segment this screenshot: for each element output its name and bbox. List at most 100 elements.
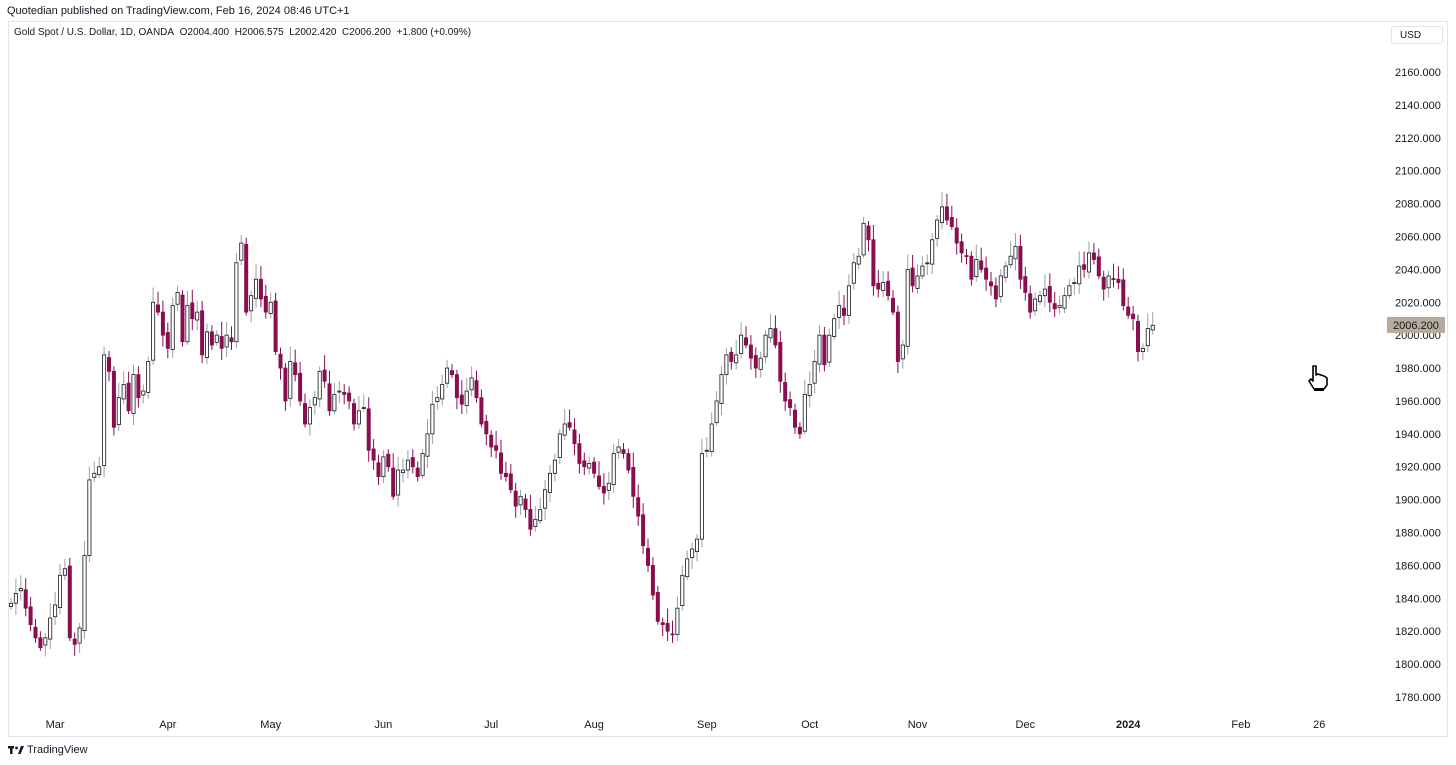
candle: [925, 254, 930, 275]
candle: [1042, 274, 1047, 308]
candle: [611, 443, 616, 493]
candle-body-up: [1038, 295, 1043, 303]
candle-body-up: [62, 568, 67, 576]
candle-body-down: [626, 453, 631, 471]
candle-body-up: [151, 301, 156, 361]
candle: [557, 428, 562, 465]
candle-body-up: [837, 305, 842, 318]
y-tick-label: 1800.000: [1395, 659, 1441, 671]
candle: [1018, 234, 1023, 290]
candle-body-down: [366, 408, 371, 451]
candle: [1101, 270, 1106, 301]
candle-body-up: [121, 384, 126, 400]
candle-body-down: [111, 370, 116, 428]
candle: [1121, 268, 1126, 311]
candle: [954, 218, 959, 255]
candle: [1126, 297, 1131, 319]
candle: [87, 466, 92, 563]
candle: [523, 494, 528, 518]
candle-body-up: [1057, 305, 1062, 308]
candle: [587, 456, 592, 475]
candle: [386, 449, 391, 472]
candle: [67, 557, 72, 642]
last-price-tag: 2006.200: [1387, 316, 1445, 333]
currency-button[interactable]: USD: [1391, 26, 1443, 44]
candle-body-down: [582, 460, 587, 468]
candle: [807, 371, 812, 408]
candle: [249, 290, 254, 323]
candle-body-down: [1091, 252, 1096, 260]
open-label: O: [179, 27, 188, 38]
candle: [709, 412, 714, 457]
candle-body-up: [13, 592, 18, 604]
candle-body-up: [930, 239, 935, 265]
candle-body-up: [146, 361, 151, 393]
candle-body-down: [866, 225, 871, 241]
candle-body-down: [842, 307, 847, 316]
candle-body-up: [734, 354, 739, 364]
candle-body-up: [533, 518, 538, 528]
candle-body-down: [886, 280, 891, 297]
candle: [1145, 313, 1150, 353]
candle: [959, 233, 964, 263]
candle-body-up: [356, 410, 361, 425]
candle-body-up: [97, 466, 102, 476]
price-tag-bg: [1387, 316, 1445, 333]
candle: [626, 448, 631, 474]
candle: [940, 192, 945, 230]
candle: [347, 386, 352, 410]
candle-body-up: [445, 367, 450, 384]
candle: [229, 326, 234, 350]
y-tick-label: 2020.000: [1395, 297, 1441, 309]
candle: [278, 347, 283, 380]
candle-body-down: [293, 362, 298, 376]
candle-body-down: [744, 337, 749, 346]
candle-body-up: [1003, 265, 1008, 278]
x-tick-label: Apr: [159, 719, 176, 731]
candle-body-down: [964, 255, 969, 257]
candle-body-up: [307, 407, 312, 425]
candle-body-up: [405, 459, 410, 471]
candle: [53, 591, 58, 625]
candle: [949, 205, 954, 230]
candle-body-down: [28, 606, 33, 626]
candle: [797, 422, 802, 439]
candle-body-up: [1008, 255, 1013, 266]
y-tick-label: 2080.000: [1395, 199, 1441, 211]
candle: [650, 557, 655, 600]
candle: [258, 266, 263, 308]
candle-body-down: [474, 380, 479, 399]
candle-body-up: [562, 423, 567, 436]
candle: [817, 325, 822, 373]
candle-body-down: [793, 409, 798, 428]
candle: [396, 456, 401, 507]
candle: [425, 419, 430, 468]
candle: [1057, 295, 1062, 315]
candle: [1106, 271, 1111, 298]
candle: [503, 461, 508, 482]
candle-body-down: [631, 466, 636, 497]
candle-body-down: [23, 589, 28, 609]
candle-body-up: [768, 328, 773, 339]
candle-body-down: [479, 397, 484, 425]
candle: [753, 347, 758, 378]
candle-body-up: [425, 433, 430, 457]
candle-body-down: [347, 392, 352, 402]
candle-body-down: [1101, 276, 1106, 290]
candle: [102, 346, 107, 477]
candle-body-up: [102, 354, 107, 466]
candle: [802, 379, 807, 435]
candle-body-down: [1082, 264, 1087, 270]
candle: [964, 248, 969, 265]
candle: [685, 550, 690, 580]
y-tick-label: 1960.000: [1395, 396, 1441, 408]
candle: [298, 361, 303, 406]
candle: [484, 414, 489, 446]
candle-body-down: [302, 403, 307, 425]
candle-body-down: [729, 351, 734, 362]
candle: [317, 366, 322, 408]
tradingview-brand: TradingView: [8, 744, 88, 756]
candle-body-down: [1121, 279, 1126, 306]
candle-body-down: [1018, 245, 1023, 280]
